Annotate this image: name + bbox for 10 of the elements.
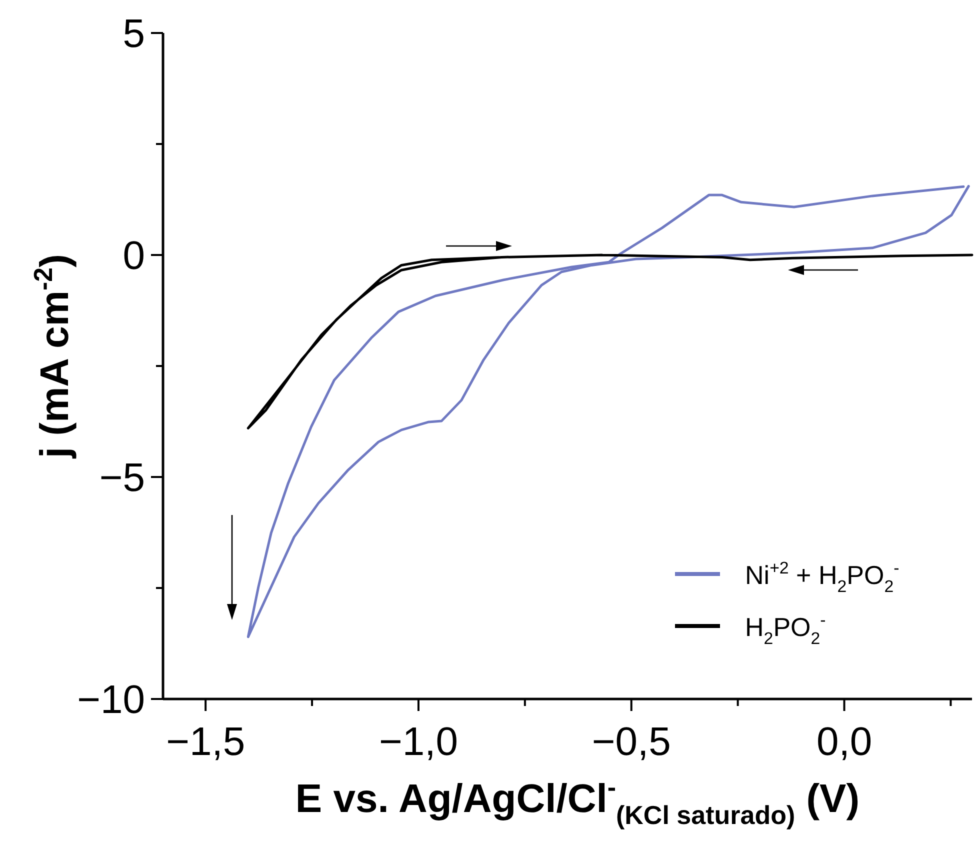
y-tick-label: −10 xyxy=(77,678,145,722)
y-tick-label: −5 xyxy=(99,456,145,500)
x-tick-label: −0,5 xyxy=(592,720,671,764)
y-tick-label: 5 xyxy=(122,12,145,56)
x-axis-title: E vs. Ag/AgCl/Cl$^{-}$$_{(KCl saturado)}$ (V) xyxy=(295,772,860,830)
line-series xyxy=(246,254,974,430)
x-tick-label: −1,0 xyxy=(378,720,458,764)
x-tick-label: 0,0 xyxy=(816,720,872,764)
x-tick-label: −1,5 xyxy=(166,720,246,764)
y-tick-label: 0 xyxy=(122,234,145,278)
